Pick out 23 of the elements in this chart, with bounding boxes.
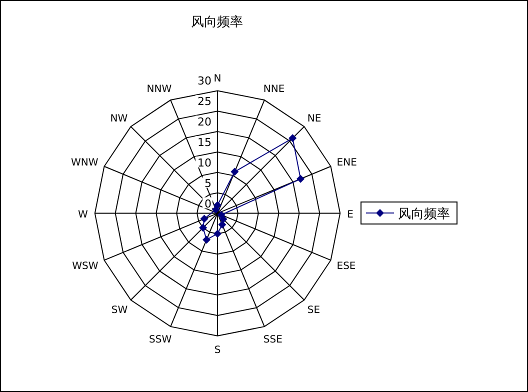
- legend: 风向频率: [360, 202, 458, 224]
- ytick: 0: [202, 197, 212, 210]
- ytick: 10: [196, 156, 212, 170]
- spoke-label: ENE: [336, 157, 357, 168]
- spoke-label: ESE: [336, 261, 356, 272]
- spoke-label: E: [347, 209, 354, 220]
- chart-title: 风向频率: [191, 14, 243, 30]
- spoke-label: SSE: [263, 334, 282, 346]
- spoke-label: SW: [111, 305, 128, 316]
- spoke-label: NE: [307, 113, 322, 124]
- ytick: 5: [202, 176, 212, 190]
- spoke-label: WNW: [70, 157, 98, 168]
- spoke-label: S: [214, 344, 221, 356]
- spoke-label: N: [214, 74, 222, 85]
- spoke-label: NNE: [263, 84, 285, 96]
- spoke-label: SSW: [149, 334, 172, 346]
- spoke-label: NW: [110, 113, 128, 124]
- ytick: 30: [196, 74, 212, 88]
- legend-label: 风向频率: [398, 206, 450, 222]
- spoke-label: W: [78, 209, 88, 220]
- spoke-label: NNW: [146, 84, 172, 96]
- spoke-label: SE: [307, 305, 320, 316]
- spoke-label: WSW: [72, 261, 98, 272]
